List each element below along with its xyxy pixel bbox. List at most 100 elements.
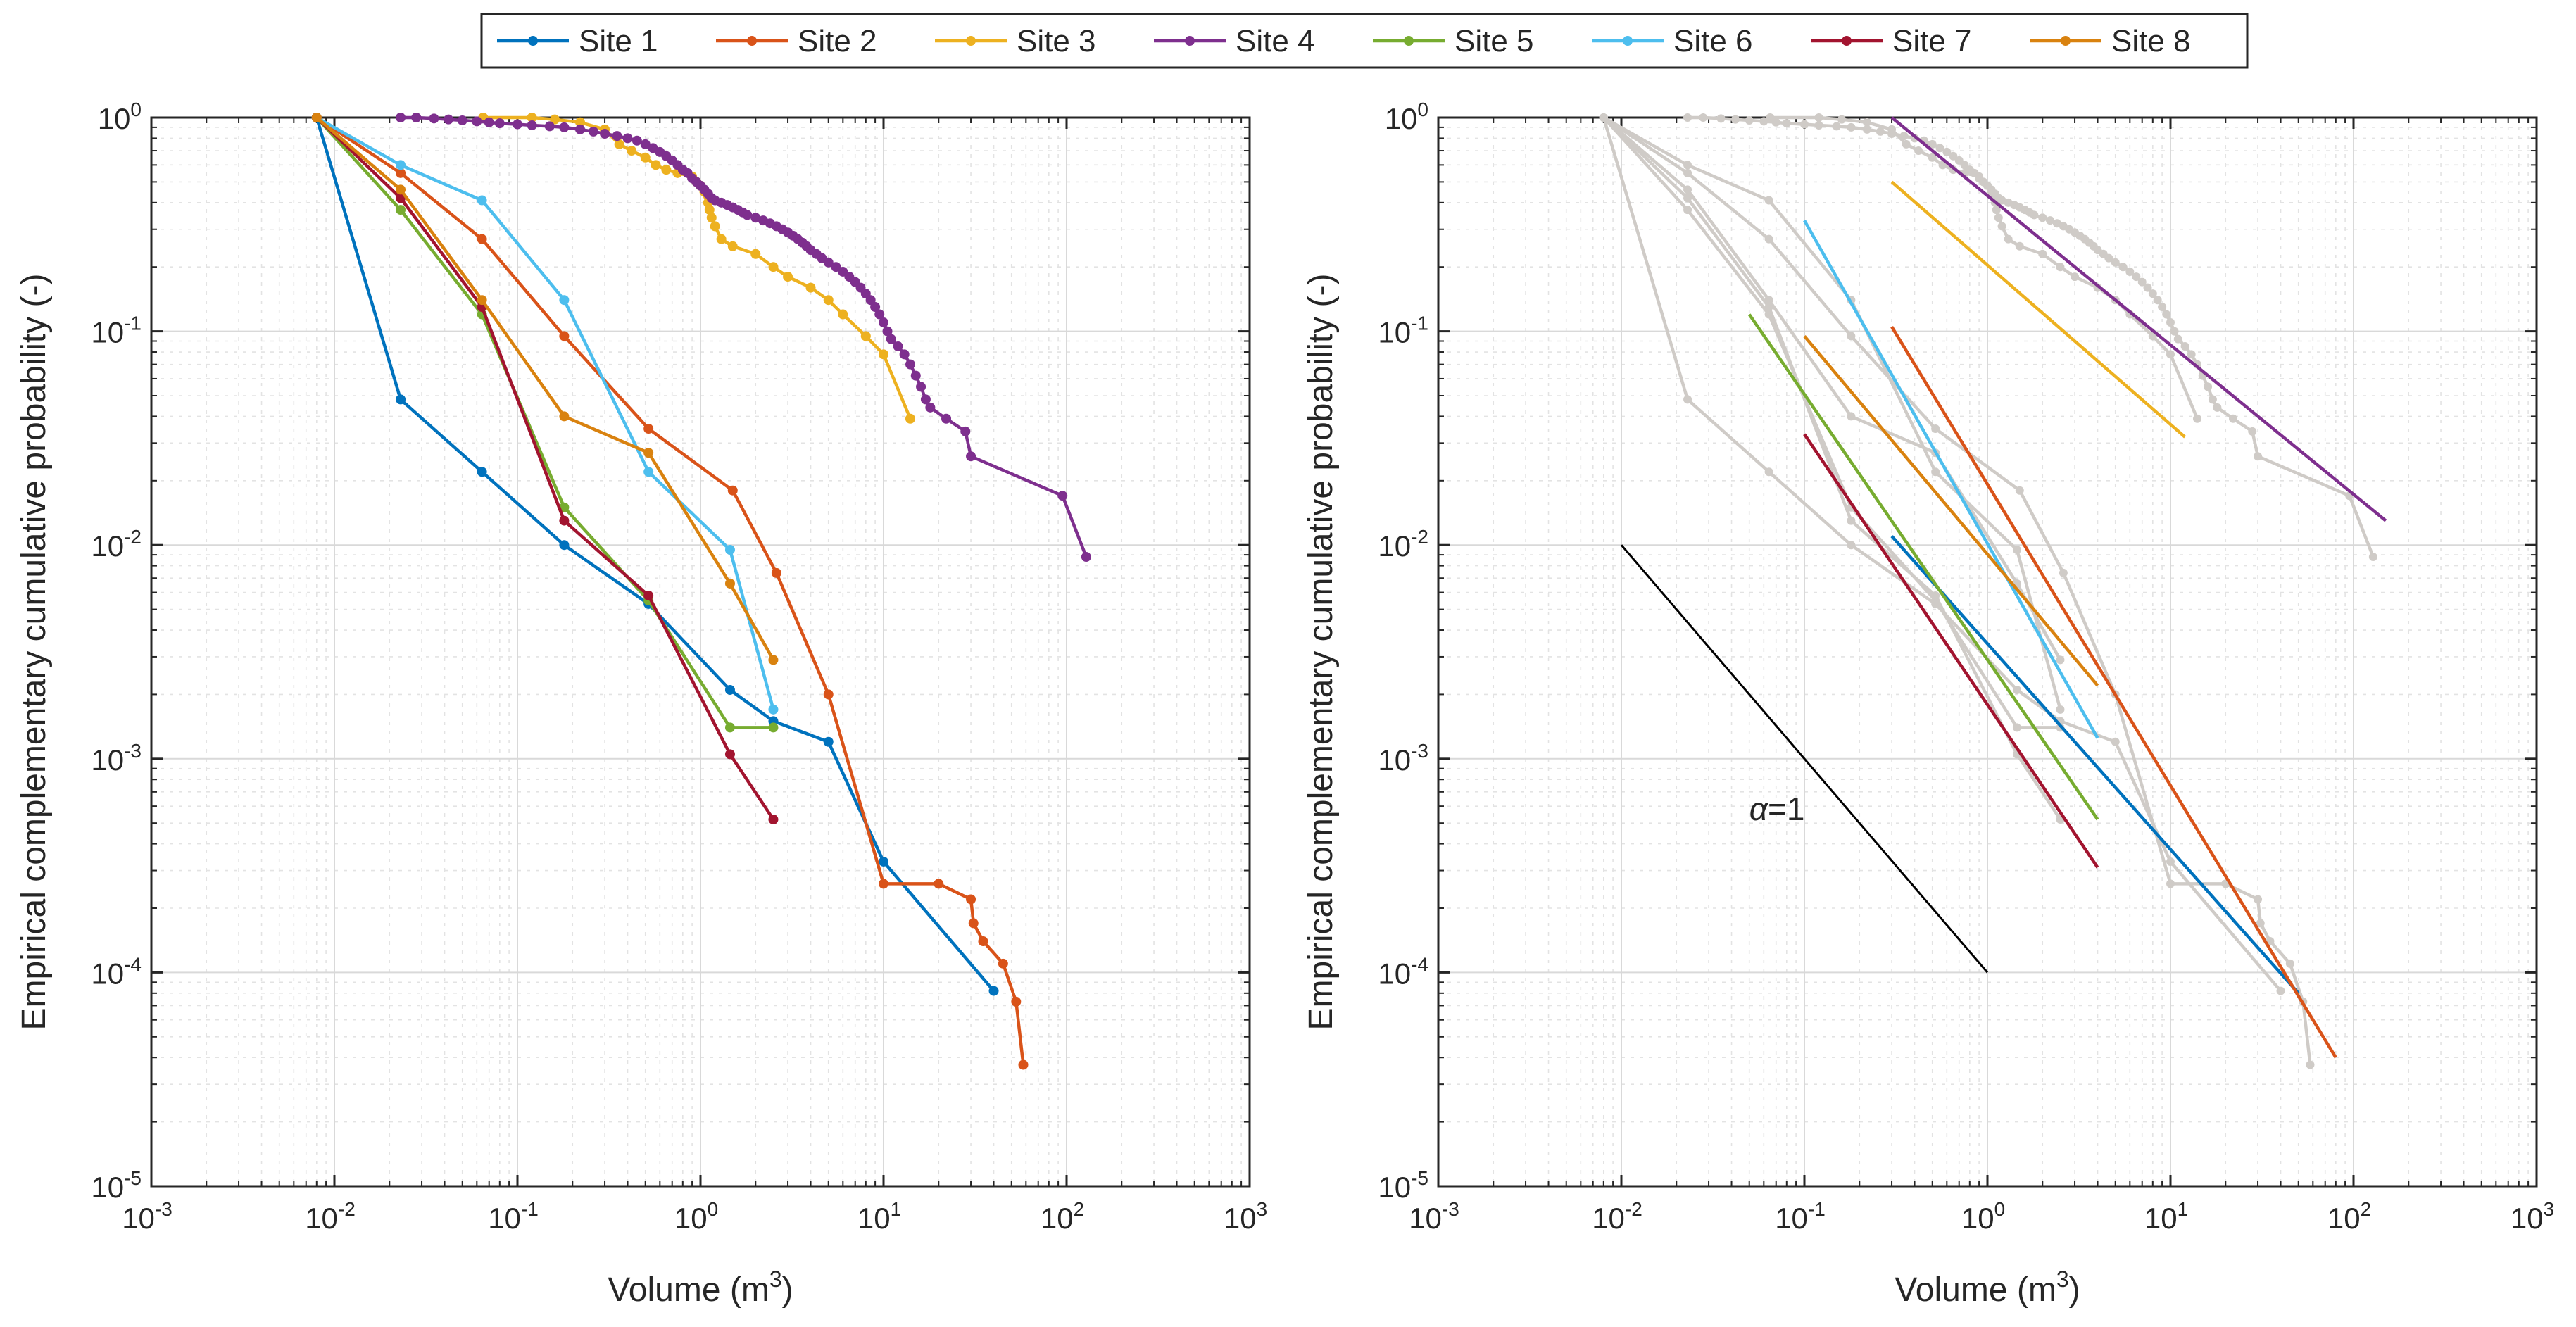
- background-data-point: [1928, 139, 1937, 149]
- data-point: [768, 655, 779, 665]
- background-data-point: [2046, 216, 2055, 225]
- series-site-2: [311, 113, 1029, 1070]
- background-data-point: [2276, 986, 2285, 995]
- background-data-point: [2137, 277, 2147, 287]
- data-point: [704, 205, 715, 215]
- data-point: [879, 879, 888, 889]
- background-data-point: [2254, 452, 2263, 461]
- data-point: [1081, 552, 1091, 562]
- data-point: [396, 205, 406, 215]
- background-data-point: [2187, 350, 2196, 359]
- data-point: [429, 113, 439, 124]
- series-line: [315, 117, 995, 993]
- legend-swatch-marker: [1842, 36, 1852, 46]
- data-point: [920, 394, 931, 405]
- background-data-point: [1914, 146, 1923, 156]
- data-point: [588, 126, 598, 137]
- legend-swatch-marker: [2061, 36, 2071, 46]
- data-point: [823, 295, 834, 306]
- legend-label: Site 1: [579, 24, 658, 58]
- fit-line-site-2: [1890, 326, 2337, 1059]
- data-point: [910, 370, 921, 381]
- background-series-line: [1602, 116, 2062, 710]
- background-data-point: [2166, 350, 2175, 359]
- background-data-point: [1997, 222, 2006, 231]
- data-point: [640, 152, 651, 163]
- data-point: [614, 139, 624, 149]
- background-data-point: [2052, 219, 2061, 228]
- data-point: [396, 168, 406, 178]
- background-data-point: [1837, 115, 1847, 124]
- legend-swatch-marker: [966, 36, 976, 46]
- data-point: [472, 116, 482, 127]
- background-data-point: [1683, 113, 1692, 122]
- background-data-point: [1847, 516, 1856, 525]
- fit-line-site-6: [1803, 220, 2099, 739]
- background-data-point: [1931, 591, 1940, 600]
- data-point: [742, 210, 753, 220]
- y-tick-label: 10-1: [91, 313, 142, 349]
- y-tick-label: 10-3: [1378, 740, 1428, 776]
- background-data-point: [1764, 467, 1773, 477]
- background-data-point: [2111, 737, 2120, 746]
- background-data-point: [2208, 395, 2217, 404]
- data-point: [643, 591, 654, 601]
- background-data-point: [2143, 283, 2152, 292]
- data-point: [559, 515, 570, 526]
- data-point: [724, 722, 735, 733]
- legend-label: Site 2: [798, 24, 877, 58]
- background-data-point: [2306, 1060, 2315, 1069]
- x-tick-label: 10-2: [1592, 1198, 1642, 1235]
- background-data-point: [1931, 467, 1940, 477]
- background-data-point: [1931, 424, 1940, 434]
- data-point: [750, 213, 761, 223]
- legend-item-site-4: Site 4: [1154, 24, 1315, 58]
- background-data-point: [1764, 296, 1773, 305]
- background-data-point: [1699, 113, 1708, 122]
- data-point: [544, 121, 555, 132]
- background-data-point: [1847, 541, 1856, 550]
- background-data-point: [2285, 959, 2294, 968]
- right-panel: 10-3 10-2 10-1 100 101 102 103 10-5 10-4 10-3 10-2…: [1302, 99, 2554, 1309]
- data-point: [838, 309, 848, 320]
- data-point: [396, 113, 406, 122]
- fit-line-site-5: [1747, 313, 2099, 821]
- legend-item-site-5: Site 5: [1373, 24, 1534, 58]
- data-point: [823, 736, 834, 747]
- background-data-point: [2015, 486, 2024, 495]
- data-point: [396, 184, 406, 195]
- background-data-point: [1716, 114, 1726, 123]
- data-point: [710, 221, 720, 232]
- reference-slope-line: [1620, 544, 1989, 974]
- legend-label: Site 6: [1673, 24, 1753, 58]
- background-data-point: [1887, 129, 1897, 138]
- background-data-point: [1683, 185, 1692, 194]
- data-point: [1011, 996, 1022, 1007]
- fit-line-site-8: [1803, 334, 2099, 687]
- background-data-point: [1847, 412, 1856, 421]
- data-point: [527, 113, 537, 122]
- background-data-point: [2166, 318, 2175, 327]
- data-point: [477, 234, 487, 244]
- data-point: [899, 349, 910, 360]
- data-point: [886, 334, 896, 344]
- data-point: [575, 124, 586, 134]
- background-data-point: [2030, 210, 2039, 220]
- background-data-point: [2153, 296, 2162, 305]
- legend-item-site-2: Site 2: [716, 24, 877, 58]
- data-point: [978, 936, 988, 947]
- y-tick-label: 10-2: [91, 526, 142, 562]
- data-point: [925, 402, 936, 413]
- y-tick-label: 10-3: [91, 740, 142, 776]
- background-data-point: [2166, 857, 2175, 866]
- fit-line-site-7: [1803, 433, 2099, 869]
- data-point: [724, 578, 735, 589]
- left-x-axis-label: Volume (m3): [608, 1266, 793, 1309]
- background-data-point: [2256, 919, 2265, 928]
- data-point: [727, 485, 738, 496]
- legend: Site 1 Site 2 Site 3 Site 4 Site 5 Site 6 Site…: [480, 13, 2249, 69]
- background-data-point: [1771, 118, 1780, 127]
- data-point: [716, 234, 727, 244]
- data-point: [559, 540, 570, 551]
